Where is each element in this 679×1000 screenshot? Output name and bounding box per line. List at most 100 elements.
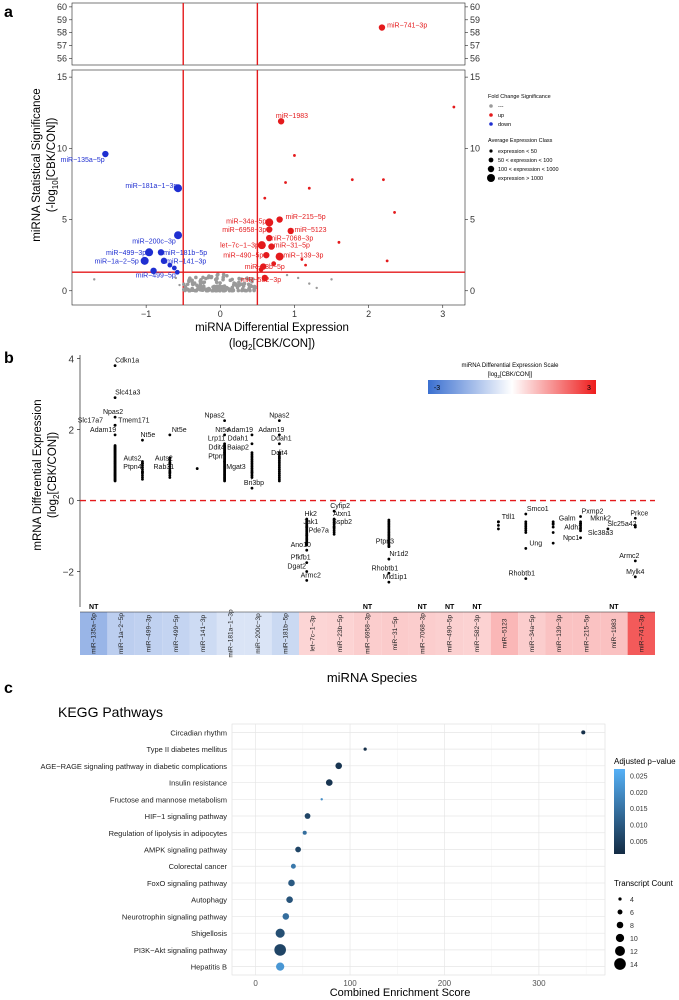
gene-label: Slc38a3 <box>588 530 613 537</box>
legend-sig-swatch <box>489 113 493 117</box>
mirna-color-cell <box>353 612 382 655</box>
up-regulated-point <box>300 258 304 261</box>
nonsignificant-point <box>237 280 241 285</box>
gene-label: Ttll1 <box>502 514 515 521</box>
target-gene-point <box>141 467 144 471</box>
mirna-point-label: miR−6958−3p <box>222 227 266 234</box>
labeled-gene-point <box>223 451 226 455</box>
target-gene-point <box>168 458 172 462</box>
labeled-gene-point <box>551 531 555 534</box>
kegg-pathway-label: Type II diabetes mellitus <box>147 745 228 754</box>
target-gene-point <box>168 456 172 460</box>
nonsignificant-point <box>330 278 333 281</box>
not-targeted-label: NT <box>363 604 373 611</box>
gene-label: Ano10 <box>291 542 311 549</box>
legend-size-label: expression > 1000 <box>498 176 543 182</box>
mirna-category-label: miR−499−5p <box>173 615 180 653</box>
nonsignificant-point <box>225 274 229 278</box>
count-legend-label: 4 <box>630 897 634 904</box>
nonsignificant-point <box>244 288 249 293</box>
labeled-gene-point <box>113 396 117 399</box>
pathway-enrichment-point <box>288 879 295 887</box>
volcano-ylabel-units-pre: (-log <box>46 189 58 212</box>
labeled-gene-point <box>223 460 226 463</box>
target-gene-point <box>168 473 172 477</box>
labeled-gene-point <box>277 419 281 423</box>
volcano-y-tick-label-upper-right: 59 <box>470 15 480 25</box>
kegg-pathway-label: Autophagy <box>191 896 227 905</box>
target-gene-point <box>524 526 528 530</box>
gene-label: Cdkn1a <box>115 358 139 365</box>
mirna-point-label: miR−582−3p <box>241 277 281 284</box>
gene-label: Ddit4 <box>271 450 287 457</box>
labeled-gene-point <box>524 512 528 516</box>
strip-ylabel-units-post: [CBK/CON]) <box>47 432 59 495</box>
labeled-gene-point <box>387 571 391 575</box>
up-regulated-mirna-point <box>266 226 273 233</box>
volcano-x-tick-label: 2 <box>366 309 371 319</box>
up-regulated-mirna-point <box>268 243 275 250</box>
up-regulated-point <box>271 261 277 267</box>
gene-label: Mknk2 <box>590 516 611 523</box>
volcano-y-tick-label-right: 5 <box>470 215 475 225</box>
labeled-gene-point <box>305 561 309 565</box>
labeled-gene-point <box>250 470 254 474</box>
nonsignificant-point <box>315 286 318 290</box>
gene-label: Pxmp2 <box>582 508 604 515</box>
kegg-pathway-label: Fructose and mannose metabolism <box>110 795 227 804</box>
mirna-category-label: miR−141−3p <box>200 615 207 653</box>
mirna-color-cell <box>326 612 354 655</box>
mirna-point-label: miR−7068−3p <box>269 236 313 243</box>
mirna-category-label: miR−490−5p <box>447 615 454 653</box>
nonsignificant-point <box>218 281 222 285</box>
labeled-gene-point <box>250 442 254 446</box>
pathway-enrichment-point <box>286 896 293 903</box>
mirna-color-cell <box>463 612 491 655</box>
mirna-category-label: miR−181b−5p <box>282 613 289 654</box>
kegg-pathway-label: Colorectal cancer <box>169 862 228 871</box>
count-legend-swatch <box>615 946 625 956</box>
volcano-marks: 0 0 5 5 10 10 15 15 56 56 57 57 58 58 59 59 60 60 −1 0 1 2 3 mi… <box>57 2 480 319</box>
mirna-color-cell <box>80 612 108 655</box>
down-regulated-mirna-point <box>160 257 168 265</box>
labeled-gene-point <box>305 525 309 529</box>
gene-label: Dgat2 <box>287 564 306 571</box>
mirna-category-label: let−7c−1−3p <box>310 615 317 651</box>
nonsignificant-point <box>178 283 181 287</box>
labeled-gene-point <box>551 522 555 525</box>
up-regulated-point <box>452 105 456 109</box>
nonsignificant-point <box>231 288 236 293</box>
labeled-gene-point <box>141 438 144 442</box>
scale-units-post: [CBK/CON]] <box>500 372 533 378</box>
nonsignificant-point <box>250 279 254 284</box>
scale-max-label: 3 <box>587 385 591 392</box>
kegg-pathway-label: Neurotrophin signaling pathway <box>122 912 227 921</box>
count-legend-label: 12 <box>630 949 638 956</box>
gene-label: Npc1 <box>563 535 579 542</box>
volcano-x-tick-label: 1 <box>292 309 297 319</box>
target-gene-point <box>168 467 172 471</box>
legend-size-swatch <box>487 165 495 173</box>
gene-label: Pfkfb1 <box>291 555 311 562</box>
target-gene-point <box>387 518 391 522</box>
kegg-pathway-label: PI3K−Akt signaling pathway <box>134 946 227 955</box>
not-targeted-label: NT <box>418 604 428 611</box>
mirna-category-label: miR−6958−3p <box>365 613 372 654</box>
strip-ylabel-units-sub: 2 <box>52 494 61 499</box>
volcano-y-tick-label-upper-right: 56 <box>470 54 480 64</box>
legend-size-label: 50 < expression < 100 <box>498 158 552 164</box>
nonsignificant-point <box>190 278 194 283</box>
target-gene-point <box>113 444 117 447</box>
legend-size-swatch <box>488 157 494 163</box>
nonsignificant-point <box>207 274 211 278</box>
volcano-x-tick-label: 0 <box>218 309 223 319</box>
labeled-gene-point <box>633 559 637 563</box>
mirna-color-cell <box>627 612 655 655</box>
legend-size: expression < 50 50 < expression < 100 100 … <box>487 149 559 182</box>
mirna-point-label: miR−141−3p <box>166 258 206 265</box>
kegg-pathway-label: Shigellosis <box>191 929 227 938</box>
up-regulated-mirna-point <box>263 251 270 259</box>
up-regulated-mirna-point <box>260 263 267 270</box>
labeled-gene-point <box>223 442 226 446</box>
volcano-y-tick-label-right: 15 <box>470 72 480 82</box>
